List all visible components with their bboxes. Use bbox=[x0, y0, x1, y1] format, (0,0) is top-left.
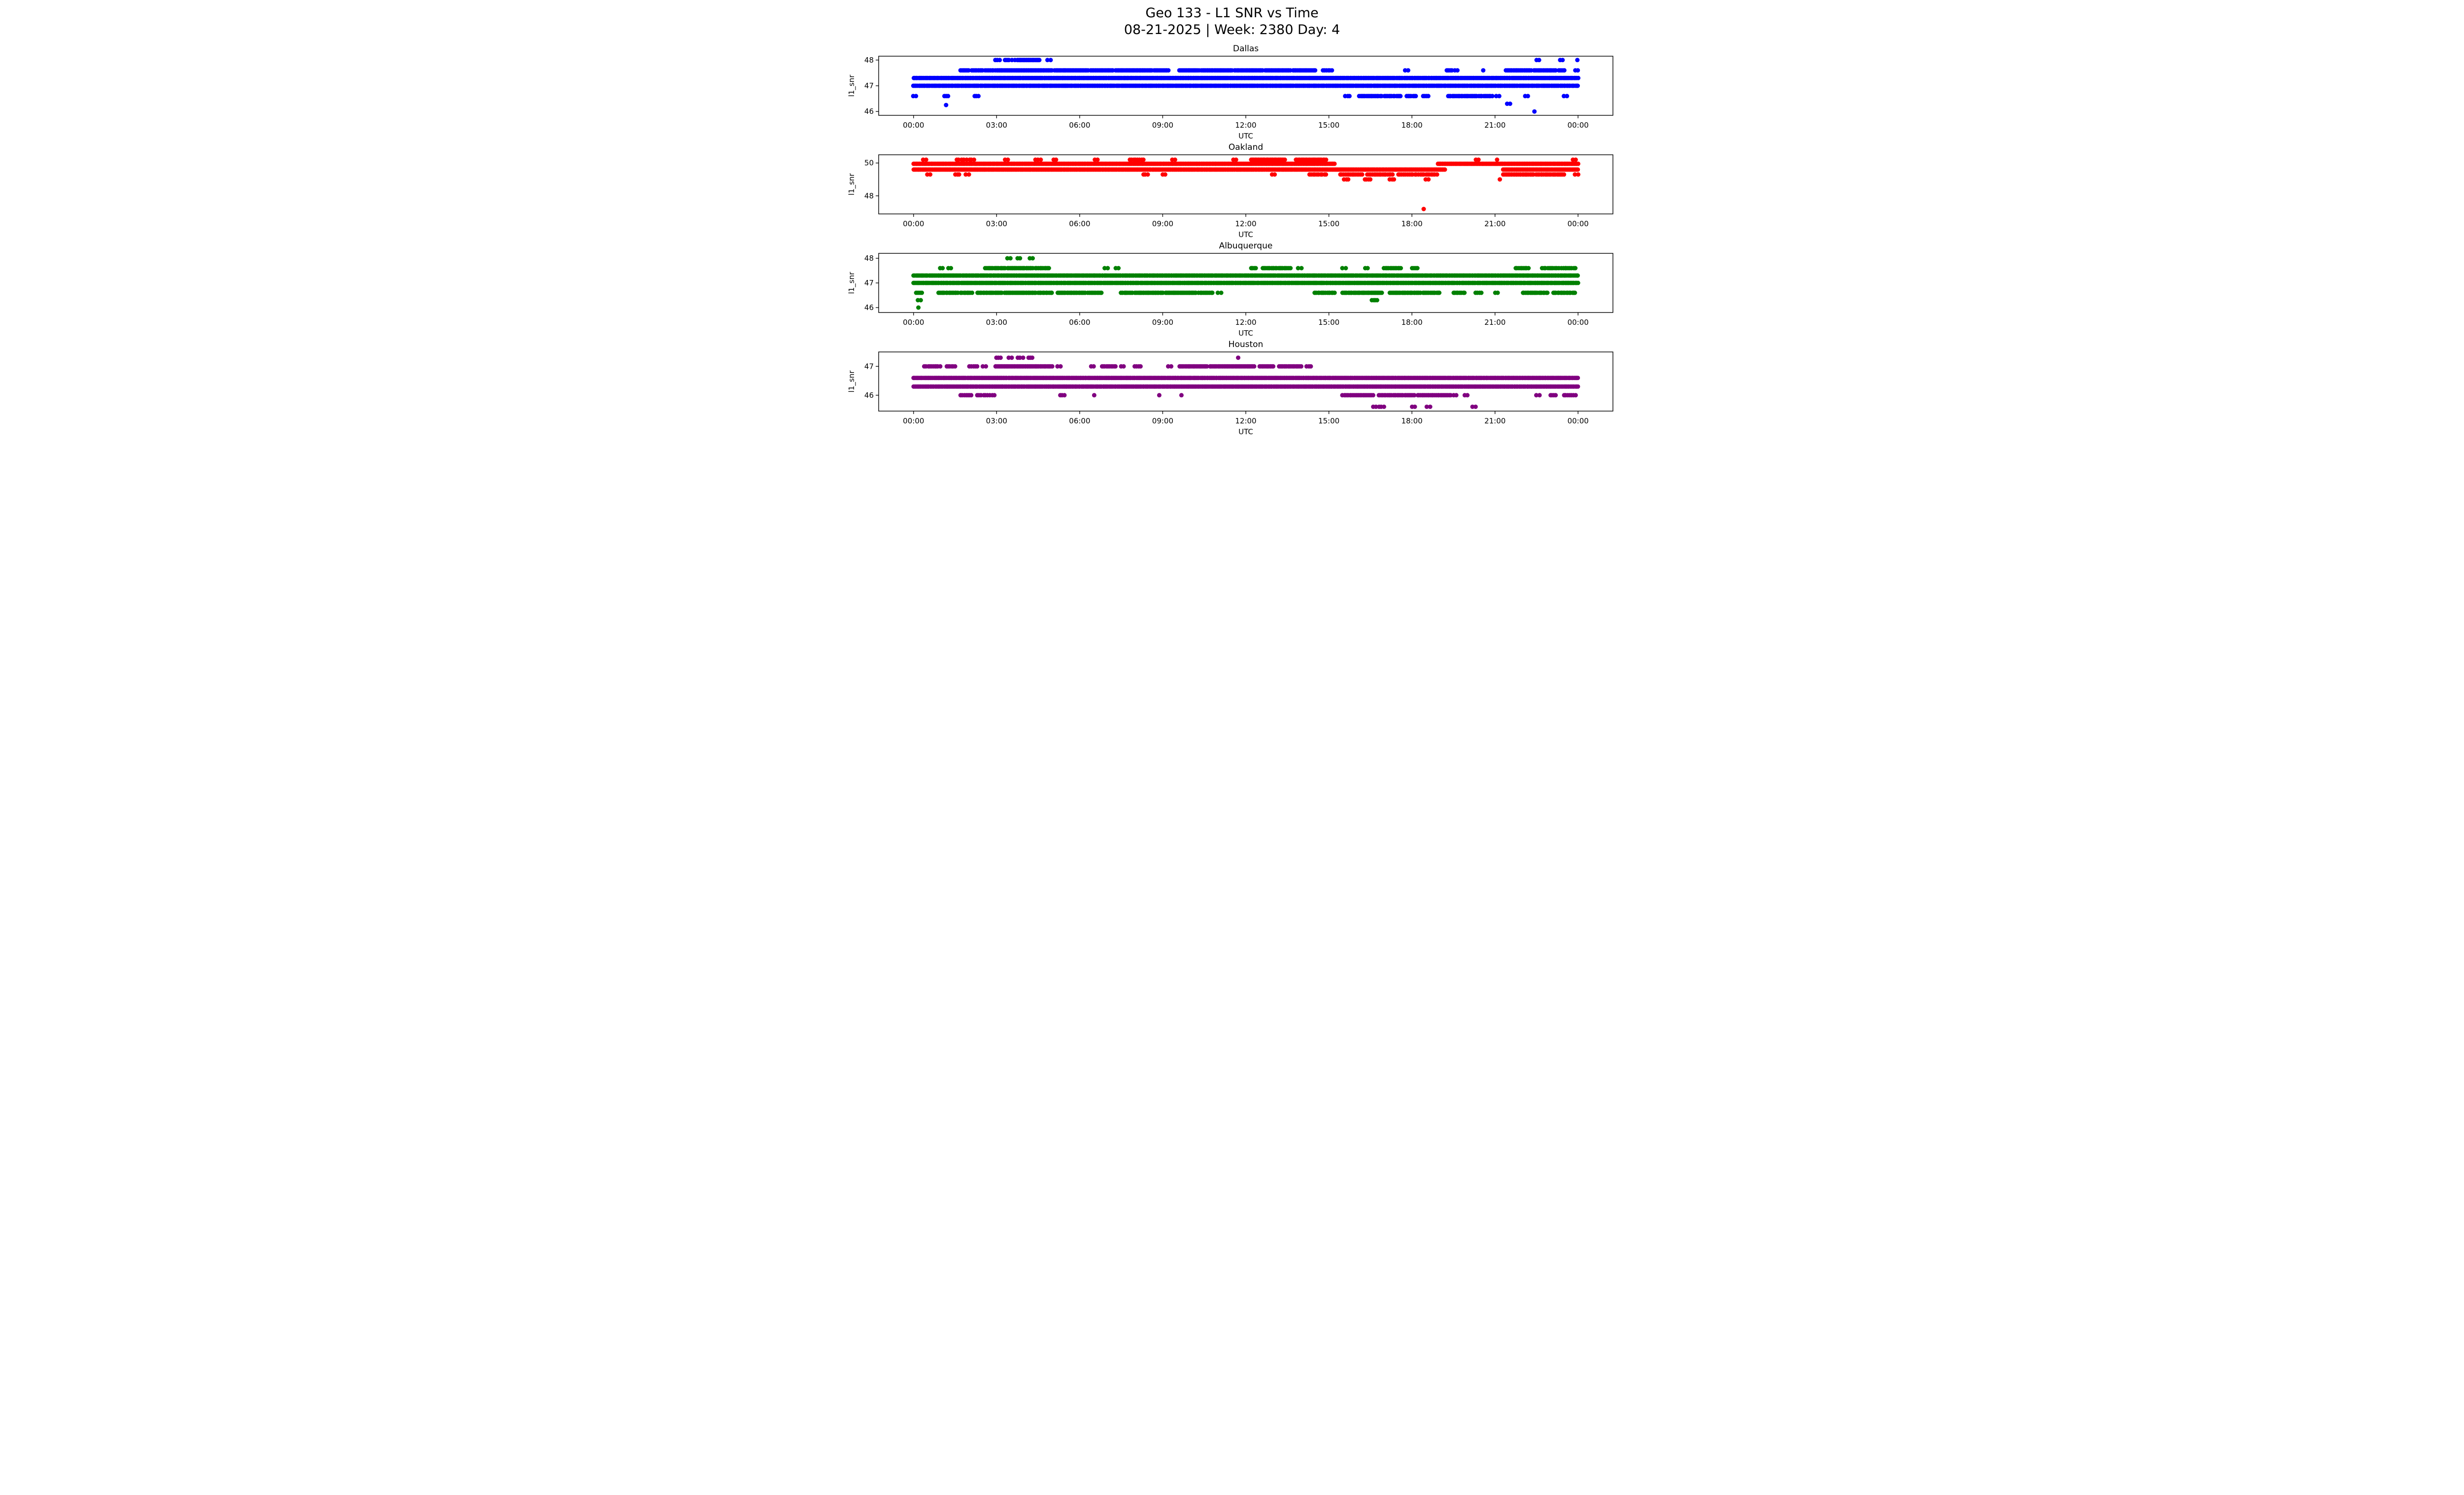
scatter-plot-oakland: 48 50 00:00 03:00 06:00 09:00 12:00 15:00 18:00 2… bbox=[847, 154, 1613, 238]
figure-subtitle: 08-21-2025 | Week: 2380 Day: 4 bbox=[1124, 22, 1340, 37]
svg-text:09:00: 09:00 bbox=[1152, 219, 1173, 228]
svg-text:21:00: 21:00 bbox=[1484, 318, 1506, 327]
svg-text:09:00: 09:00 bbox=[1152, 318, 1173, 327]
svg-text:03:00: 03:00 bbox=[986, 219, 1007, 228]
svg-text:00:00: 00:00 bbox=[1568, 121, 1589, 130]
svg-text:50: 50 bbox=[864, 158, 874, 167]
svg-text:UTC: UTC bbox=[1238, 132, 1253, 139]
svg-text:03:00: 03:00 bbox=[986, 121, 1007, 130]
scatter-plot-albuquerque: 46 47 48 00:00 03:00 06:00 09:00 12:00 15:00 18:0… bbox=[847, 253, 1613, 336]
svg-text:46: 46 bbox=[864, 107, 874, 116]
subplot-albuquerque: Albuquerque 46 47 48 00:00 03:00 06:00 09:00 12… bbox=[846, 241, 1618, 336]
figure: Geo 133 - L1 SNR vs Time 08-21-2025 | We… bbox=[846, 0, 1618, 435]
svg-text:UTC: UTC bbox=[1238, 329, 1253, 336]
svg-text:18:00: 18:00 bbox=[1401, 121, 1422, 130]
svg-text:l1_snr: l1_snr bbox=[847, 272, 856, 294]
svg-text:l1_snr: l1_snr bbox=[847, 74, 856, 97]
figure-title: Geo 133 - L1 SNR vs Time bbox=[1145, 5, 1319, 21]
svg-text:00:00: 00:00 bbox=[903, 121, 924, 130]
subplot-title-dallas: Dallas bbox=[1232, 43, 1259, 54]
svg-text:00:00: 00:00 bbox=[903, 219, 924, 228]
svg-text:47: 47 bbox=[864, 278, 874, 287]
subplot-title-houston: Houston bbox=[1228, 339, 1264, 349]
svg-text:48: 48 bbox=[864, 254, 874, 263]
svg-text:18:00: 18:00 bbox=[1401, 318, 1422, 327]
svg-text:47: 47 bbox=[864, 81, 874, 90]
svg-text:00:00: 00:00 bbox=[1568, 219, 1589, 228]
subplot-oakland: Oakland 48 50 00:00 03:00 06:00 09:00 12:00 15:… bbox=[846, 142, 1618, 238]
svg-text:21:00: 21:00 bbox=[1484, 219, 1506, 228]
scatter-plot-dallas: 46 47 48 00:00 03:00 06:00 09:00 12:00 15:00 18:0… bbox=[847, 55, 1613, 139]
svg-text:18:00: 18:00 bbox=[1401, 219, 1422, 228]
svg-text:48: 48 bbox=[864, 191, 874, 200]
svg-text:12:00: 12:00 bbox=[1235, 121, 1256, 130]
svg-text:03:00: 03:00 bbox=[986, 318, 1007, 327]
svg-text:12:00: 12:00 bbox=[1235, 318, 1256, 327]
svg-text:00:00: 00:00 bbox=[903, 318, 924, 327]
svg-text:15:00: 15:00 bbox=[1318, 121, 1339, 130]
subplot-houston: Houston 46 47 00:00 03:00 06:00 09:00 12:00 15:… bbox=[846, 339, 1618, 435]
svg-text:15:00: 15:00 bbox=[1318, 318, 1339, 327]
svg-text:12:00: 12:00 bbox=[1235, 219, 1256, 228]
svg-text:00:00: 00:00 bbox=[1568, 318, 1589, 327]
svg-text:09:00: 09:00 bbox=[1152, 121, 1173, 130]
svg-text:06:00: 06:00 bbox=[1069, 219, 1090, 228]
svg-text:06:00: 06:00 bbox=[1069, 318, 1090, 327]
svg-text:UTC: UTC bbox=[1238, 230, 1253, 238]
subplot-title-oakland: Oakland bbox=[1228, 142, 1264, 152]
subplot-title-albuquerque: Albuquerque bbox=[1219, 241, 1273, 251]
svg-text:21:00: 21:00 bbox=[1484, 121, 1506, 130]
subplot-dallas: Dallas 46 47 48 00:00 03:00 06:00 09:00 12:00 15… bbox=[846, 43, 1618, 139]
svg-text:48: 48 bbox=[864, 55, 874, 64]
svg-text:46: 46 bbox=[864, 303, 874, 312]
svg-text:l1_snr: l1_snr bbox=[847, 173, 856, 196]
svg-text:06:00: 06:00 bbox=[1069, 121, 1090, 130]
svg-text:15:00: 15:00 bbox=[1318, 219, 1339, 228]
